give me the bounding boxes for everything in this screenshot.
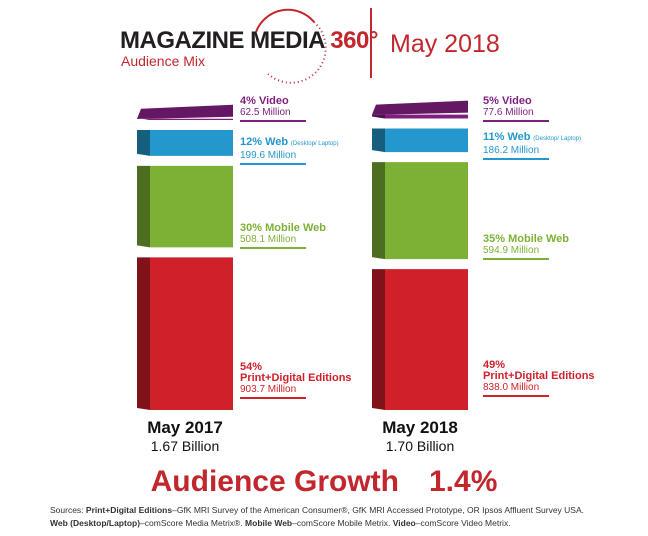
bar-top-face — [137, 104, 233, 119]
bar-segment-mobile-web — [150, 165, 233, 248]
series-label: 35% Mobile Web 594.9 Million — [483, 234, 569, 260]
bar-side-2 — [137, 129, 150, 156]
bar-segment-web — [385, 128, 468, 153]
bar-side-1 — [137, 165, 150, 248]
bar-side-3 — [372, 114, 385, 119]
divider — [370, 8, 372, 78]
bar-caption-2017: May 2017 1.67 Billion — [147, 418, 223, 454]
stacked-bars — [137, 100, 468, 410]
series-label: 5% Video 77.6 Million — [483, 96, 549, 122]
bar-caption-2018: May 2018 1.70 Billion — [382, 418, 458, 454]
bar-segment-print-digital-editions — [385, 269, 468, 410]
series-label: 12% Web (Desktop/ Laptop) 199.6 Million — [240, 137, 339, 165]
report-date: May 2018 — [390, 30, 500, 58]
bar-side-0 — [372, 269, 385, 410]
bar-segment-video — [150, 118, 233, 120]
bar-side-1 — [372, 162, 385, 260]
series-label: 54% Print+Digital Editions 903.7 Million — [240, 362, 352, 399]
bar-segment-mobile-web — [385, 162, 468, 260]
series-label: 30% Mobile Web 508.1 Million — [240, 223, 326, 249]
brand-circle-icon — [255, 8, 327, 84]
series-label: 11% Web (Desktop/ Laptop) 186.2 Million — [483, 132, 581, 160]
audience-growth: Audience Growth 1.4% — [150, 465, 498, 498]
bar-top-face — [372, 100, 468, 115]
bar-segment-web — [150, 129, 233, 156]
series-label: 49% Print+Digital Editions 838.0 Million — [483, 360, 595, 397]
bar-side-0 — [137, 257, 150, 410]
subtitle: Audience Mix — [121, 53, 206, 69]
bar-segment-video — [385, 114, 468, 119]
bar-side-2 — [372, 128, 385, 153]
bar-segment-print-digital-editions — [150, 257, 233, 410]
series-label: 4% Video 62.5 Million — [240, 96, 306, 122]
sources: Sources: Print+Digital Editions–GfK MRI … — [50, 505, 585, 528]
